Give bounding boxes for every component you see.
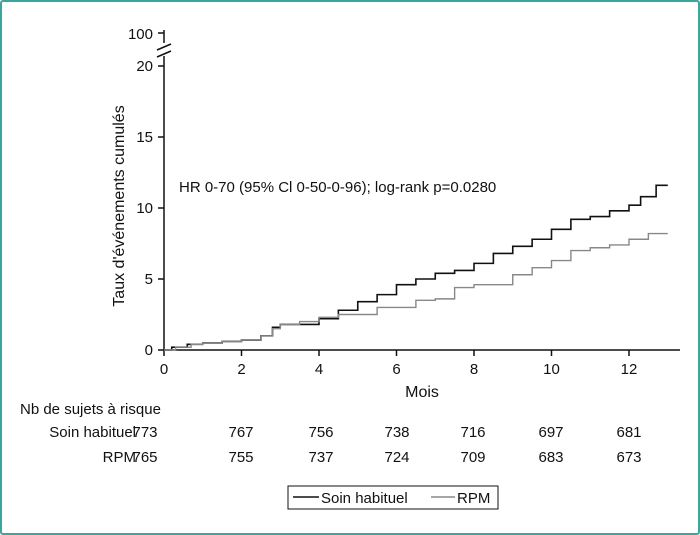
x-tick-label-8: 8 <box>470 361 478 378</box>
risk-cell: 755 <box>228 449 253 466</box>
legend-label-soin-habituel: Soin habituel <box>321 490 408 507</box>
risk-table-title: Nb de sujets à risque <box>20 401 161 418</box>
risk-cell: 709 <box>460 449 485 466</box>
risk-cell: 738 <box>384 424 409 441</box>
risk-cell: 673 <box>616 449 641 466</box>
legend-label-rpm: RPM <box>457 490 490 507</box>
x-tick-label-0: 0 <box>160 361 168 378</box>
y-tick-label-15: 15 <box>136 129 153 146</box>
x-tick-label-4: 4 <box>315 361 323 378</box>
risk-cell: 767 <box>228 424 253 441</box>
x-tick-label-2: 2 <box>237 361 245 378</box>
risk-row-label: RPM <box>103 449 136 466</box>
risk-cell: 737 <box>308 449 333 466</box>
y-break-mark-1 <box>156 43 172 51</box>
x-tick-label-12: 12 <box>621 361 638 378</box>
risk-row-label: Soin habituel <box>49 424 136 441</box>
risk-cell: 765 <box>132 449 157 466</box>
risk-cell: 697 <box>538 424 563 441</box>
risk-cell: 683 <box>538 449 563 466</box>
x-tick-label-10: 10 <box>543 361 560 378</box>
risk-cell: 681 <box>616 424 641 441</box>
series-line-rpm <box>164 232 668 351</box>
y-tick-label-10: 10 <box>136 200 153 217</box>
series-line-soin-habituel <box>164 184 668 351</box>
legend-box <box>287 485 499 510</box>
y-tick-label-5: 5 <box>145 271 153 288</box>
x-tick-label-6: 6 <box>392 361 400 378</box>
y-tick-label-20: 20 <box>136 58 153 75</box>
risk-cell: 724 <box>384 449 409 466</box>
y-tick-label-100: 100 <box>128 26 153 43</box>
y-break-mark-2 <box>156 50 172 58</box>
risk-cell: 773 <box>132 424 157 441</box>
y-axis-label: Taux d'événements cumulés <box>111 105 128 306</box>
x-axis-label: Mois <box>405 384 439 401</box>
y-tick-label-0: 0 <box>145 342 153 359</box>
risk-cell: 756 <box>308 424 333 441</box>
hr-annotation: HR 0-70 (95% Cl 0-50-0-96); log-rank p=0… <box>179 179 496 196</box>
risk-cell: 716 <box>460 424 485 441</box>
